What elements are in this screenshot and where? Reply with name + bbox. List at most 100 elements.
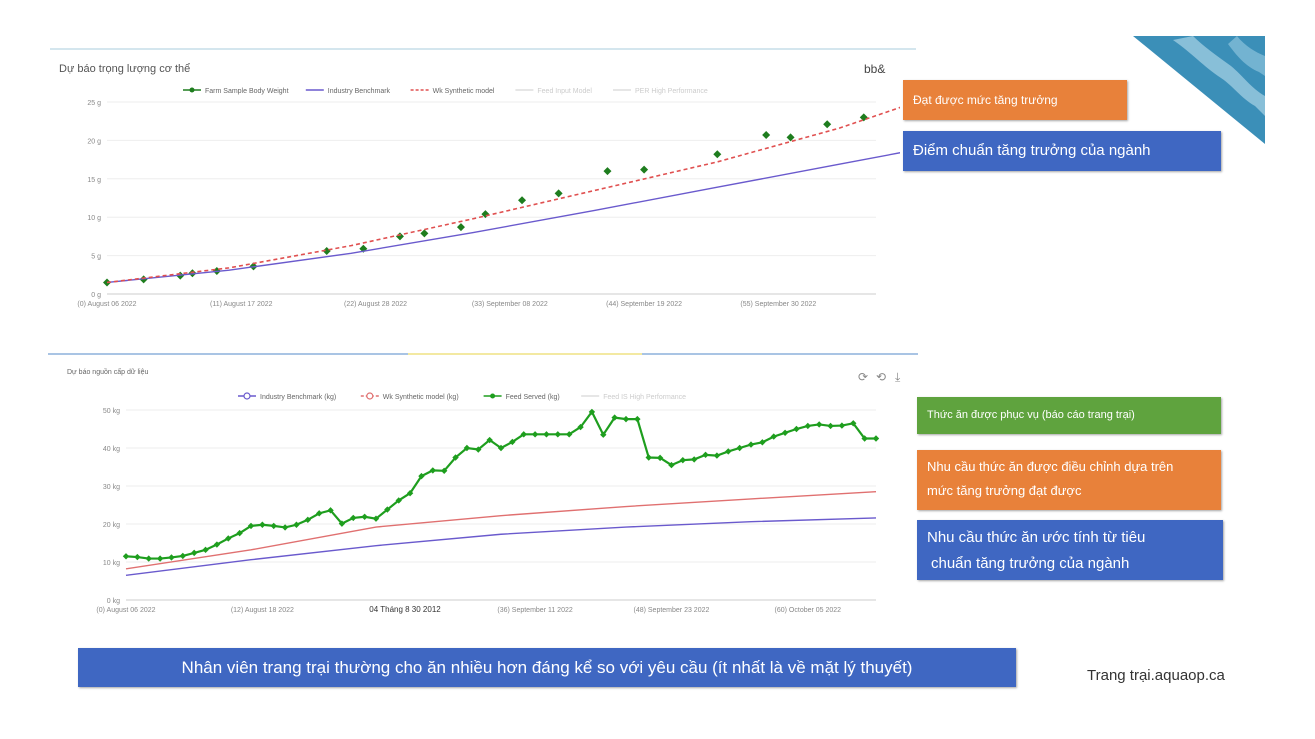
data-point — [640, 165, 649, 174]
data-point — [134, 553, 141, 561]
adjusted-feed-line2: mức tăng trưởng đạt được — [927, 483, 1082, 498]
y-tick-label: 30 kg — [103, 484, 120, 491]
y-tick-label: 40 kg — [103, 446, 120, 453]
legend-item[interactable]: Wk Synthetic model (kg) — [360, 392, 459, 401]
data-point — [509, 438, 516, 446]
data-point — [190, 549, 198, 557]
footer-source: Trang trại.aquaop.ca — [1087, 667, 1225, 684]
data-point — [815, 421, 823, 428]
body-weight-chart: 0 g 5 g 10 g 15 g 20 g 25 g (0) August 06 2022… — [77, 87, 900, 308]
data-point — [804, 422, 812, 430]
data-point — [793, 425, 800, 433]
y-tick-label: 10 kg — [103, 560, 120, 567]
legend-marker — [189, 87, 195, 93]
data-point — [259, 521, 266, 528]
data-point — [634, 415, 641, 423]
data-point — [122, 553, 130, 560]
data-point — [452, 454, 459, 461]
estimated-feed-callout: Nhu cầu thức ăn ước tính từ tiêu chuẩn t… — [917, 520, 1223, 580]
y-tick-label: 20 kg — [103, 522, 120, 529]
data-point — [713, 452, 721, 459]
legend-label: Feed Served (kg) — [506, 394, 560, 401]
y-tick-label: 25 g — [87, 100, 101, 107]
data-point — [690, 456, 698, 463]
legend-label: PER High Performance — [635, 88, 708, 95]
data-point — [384, 506, 391, 513]
data-point — [679, 456, 687, 464]
restore-icon[interactable]: ⟲ — [876, 370, 887, 384]
data-point — [440, 467, 448, 474]
chart-annotation: 04 Tháng 8 30 2012 — [369, 605, 441, 614]
legend-item[interactable]: Wk Synthetic model — [410, 88, 495, 95]
estimated-feed-line2: chuẩn tăng trưởng của ngành — [931, 555, 1130, 572]
x-tick-label: (22) August 28 2022 — [344, 301, 407, 308]
y-tick-label: 15 g — [87, 177, 101, 184]
x-tick-label: (33) September 08 2022 — [472, 301, 548, 308]
data-point — [418, 472, 425, 480]
series-line — [106, 106, 900, 284]
data-point — [565, 431, 573, 438]
data-point — [861, 435, 868, 442]
series-line — [125, 517, 877, 576]
legend-marker — [366, 392, 374, 400]
data-point — [603, 167, 612, 176]
data-point — [281, 524, 289, 531]
legend-item[interactable]: Industry Benchmark — [305, 88, 391, 95]
y-tick-label: 5 g — [91, 254, 101, 261]
data-point — [327, 507, 334, 514]
legend-marker — [490, 393, 496, 399]
legend-item[interactable]: Farm Sample Body Weight — [183, 87, 289, 96]
data-point — [518, 196, 527, 205]
x-tick-label: (55) September 30 2022 — [740, 301, 816, 308]
data-point — [622, 415, 630, 423]
data-point — [456, 223, 465, 232]
data-point — [611, 414, 618, 421]
legend-label: Wk Synthetic model (kg) — [383, 394, 459, 401]
data-point — [668, 461, 675, 469]
data-point — [202, 546, 209, 554]
y-tick-label: 0 kg — [107, 598, 120, 605]
legend-label: Farm Sample Body Weight — [205, 88, 289, 95]
data-point — [838, 422, 846, 429]
data-point — [762, 131, 771, 140]
top-chart-title: Dự báo trọng lượng cơ thể — [59, 63, 191, 75]
data-point — [395, 497, 402, 504]
achieved-growth-callout: Đạt được mức tăng trưởng — [903, 80, 1127, 120]
data-point — [475, 446, 482, 453]
bottom-chart-title: Dự báo nguồn cấp dữ liệu — [67, 369, 149, 376]
data-point — [736, 444, 743, 452]
data-point — [429, 467, 437, 474]
data-point — [213, 541, 221, 548]
refresh-icon[interactable]: ⟳ — [858, 370, 869, 384]
legend-item[interactable]: Feed Input Model — [515, 88, 592, 95]
data-point — [156, 555, 164, 562]
series-line — [125, 491, 877, 570]
corner-decoration — [1133, 36, 1265, 144]
data-point — [781, 429, 789, 436]
x-tick-label: (48) September 23 2022 — [634, 607, 710, 614]
data-point — [270, 522, 277, 530]
x-tick-label: (0) August 06 2022 — [96, 607, 155, 614]
industry-growth-callout: Điểm chuẩn tăng trưởng của ngành — [903, 131, 1221, 171]
data-point — [600, 431, 607, 438]
x-tick-label: (60) October 05 2022 — [775, 607, 842, 614]
data-point — [520, 431, 527, 438]
legend-item[interactable]: PER High Performance — [613, 88, 708, 95]
estimated-feed-line1: Nhu cầu thức ăn ước tính từ tiêu — [927, 529, 1146, 546]
data-point — [747, 441, 755, 448]
bottom-chart-rule-left — [48, 353, 408, 355]
adjusted-feed-line1: Nhu cầu thức ăn được điều chỉnh dựa trên — [927, 459, 1174, 474]
data-point — [713, 150, 722, 159]
feed-chart: 0 kg 10 kg 20 kg 30 kg 40 kg 50 kg (0) August … — [96, 392, 880, 614]
data-point — [338, 520, 346, 527]
data-point — [420, 229, 429, 238]
legend-item[interactable]: Industry Benchmark (kg) — [238, 392, 336, 401]
legend-item[interactable]: Feed IS High Performance — [581, 394, 686, 401]
legend-item[interactable]: Feed Served (kg) — [483, 393, 560, 402]
data-point — [725, 448, 732, 455]
legend-label: Industry Benchmark — [328, 88, 391, 95]
x-tick-label: (11) August 17 2022 — [210, 301, 273, 308]
adjusted-feed-callout: Nhu cầu thức ăn được điều chỉnh dựa trên… — [917, 450, 1221, 510]
download-icon[interactable]: ⤓ — [895, 370, 901, 384]
series-line — [106, 152, 900, 284]
